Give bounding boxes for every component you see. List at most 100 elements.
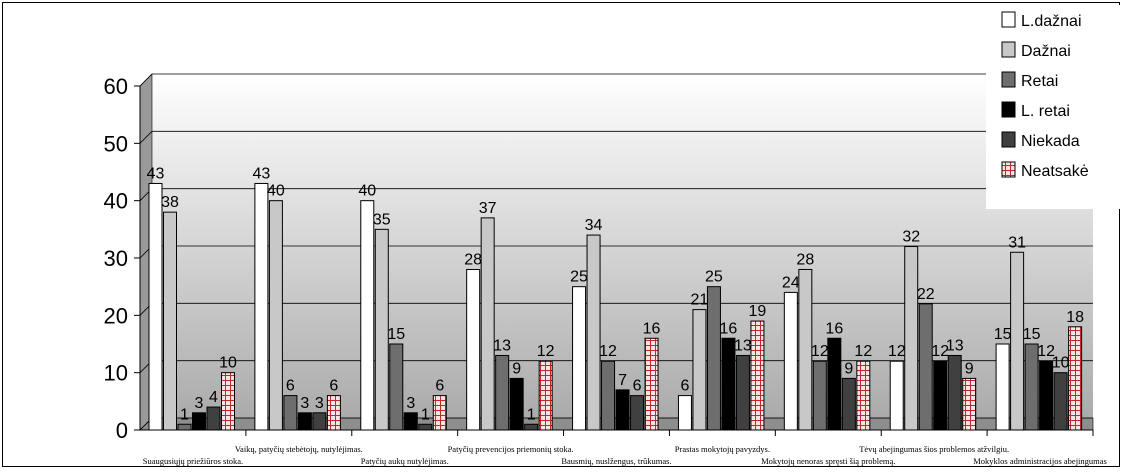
data-label: 10 bbox=[219, 355, 237, 372]
bar bbox=[644, 337, 659, 431]
data-label: 10 bbox=[1052, 355, 1070, 372]
legend-label: Niekada bbox=[1021, 133, 1080, 150]
x-tick-label: Bausmių, nuslžengus, trūkumas. bbox=[561, 456, 671, 466]
bar bbox=[889, 360, 904, 431]
data-label: 12 bbox=[888, 343, 906, 360]
x-tick-label: Suaugusiųjų priežiūros stoka. bbox=[143, 456, 243, 466]
data-label: 15 bbox=[994, 326, 1012, 343]
bar bbox=[995, 343, 1010, 431]
bar bbox=[432, 395, 447, 431]
legend: L.dažnai Dažnai Retai L. retai Niekada Neatsa… bbox=[986, 5, 1122, 209]
legend-label: Neatsakė bbox=[1021, 163, 1089, 180]
bar bbox=[812, 360, 827, 431]
bar bbox=[221, 372, 235, 431]
bar bbox=[1010, 251, 1025, 431]
bar bbox=[360, 200, 375, 431]
bar bbox=[148, 182, 163, 431]
data-label: 9 bbox=[512, 360, 521, 377]
legend-label: Dažnai bbox=[1021, 43, 1071, 60]
data-label: 22 bbox=[917, 286, 935, 303]
bar bbox=[509, 377, 524, 431]
bar bbox=[418, 423, 433, 431]
bar bbox=[735, 354, 750, 431]
data-label: 12 bbox=[537, 343, 555, 360]
bar bbox=[1039, 360, 1054, 431]
data-label: 25 bbox=[705, 269, 723, 286]
data-label: 7 bbox=[618, 372, 627, 389]
data-label: 15 bbox=[1023, 326, 1041, 343]
legend-swatch bbox=[1001, 131, 1016, 148]
bar bbox=[403, 412, 418, 431]
data-label: 1 bbox=[421, 406, 430, 423]
x-tick-label: Mokyklos administracijos abejingumas bbox=[973, 456, 1107, 466]
bar bbox=[495, 354, 510, 431]
legend-label: Retai bbox=[1021, 73, 1058, 90]
bar bbox=[480, 217, 495, 431]
bar bbox=[706, 286, 721, 431]
bar bbox=[918, 303, 933, 431]
data-label: 21 bbox=[691, 292, 709, 309]
gridline bbox=[139, 130, 1093, 144]
bar bbox=[841, 377, 856, 431]
bar bbox=[933, 360, 948, 431]
bar bbox=[524, 423, 539, 431]
legend-swatch bbox=[1001, 41, 1016, 58]
bar bbox=[630, 395, 645, 431]
x-tick-label: Patyčių prevencijos priemonių stoka. bbox=[448, 444, 574, 454]
data-label: 25 bbox=[570, 269, 588, 286]
data-label: 12 bbox=[931, 343, 949, 360]
bar bbox=[374, 228, 389, 431]
bar bbox=[947, 354, 962, 431]
data-label: 38 bbox=[161, 194, 179, 211]
data-label: 35 bbox=[373, 211, 391, 228]
data-label: 28 bbox=[464, 251, 482, 268]
bar bbox=[783, 291, 798, 431]
data-label: 32 bbox=[902, 229, 920, 246]
y-axis: 0 10 20 30 40 50 60 bbox=[104, 74, 141, 443]
x-tick-label: Tėvų abejingumas šios problemos atžvilgi… bbox=[859, 444, 1009, 454]
bar bbox=[466, 268, 481, 431]
data-label: 34 bbox=[585, 217, 603, 234]
y-tick-label: 20 bbox=[104, 303, 128, 328]
data-label: 13 bbox=[493, 337, 511, 354]
data-label: 3 bbox=[195, 395, 204, 412]
bar bbox=[615, 389, 630, 431]
bar bbox=[389, 343, 404, 431]
data-label: 31 bbox=[1008, 234, 1026, 251]
bar bbox=[721, 337, 736, 431]
data-label: 16 bbox=[643, 320, 661, 337]
y-tick-label: 40 bbox=[104, 189, 128, 214]
data-label: 16 bbox=[720, 320, 738, 337]
data-label: 3 bbox=[300, 395, 309, 412]
data-label: 12 bbox=[599, 343, 617, 360]
bar bbox=[827, 337, 842, 431]
data-label: 12 bbox=[811, 343, 829, 360]
y-tick-label: 10 bbox=[104, 361, 128, 386]
data-label: 4 bbox=[209, 389, 218, 406]
data-label: 6 bbox=[633, 378, 642, 395]
bar bbox=[254, 182, 269, 431]
bar bbox=[692, 309, 707, 431]
x-tick-label: Patyčių aukų nutylėjimas. bbox=[361, 456, 449, 466]
bar bbox=[312, 412, 327, 431]
data-label: 16 bbox=[825, 320, 843, 337]
bar bbox=[192, 412, 206, 431]
data-label: 43 bbox=[147, 165, 165, 182]
bar bbox=[572, 286, 587, 431]
bar bbox=[1053, 372, 1068, 431]
data-label: 3 bbox=[406, 395, 415, 412]
data-label: 43 bbox=[252, 165, 270, 182]
data-label: 6 bbox=[286, 378, 295, 395]
y-tick-label: 30 bbox=[104, 246, 128, 271]
bar bbox=[798, 268, 813, 431]
legend-label: L.dažnai bbox=[1021, 13, 1082, 30]
bar bbox=[750, 320, 765, 431]
data-label: 3 bbox=[315, 395, 324, 412]
data-label: 13 bbox=[946, 337, 964, 354]
y-tick-label: 0 bbox=[116, 418, 128, 443]
bar bbox=[904, 246, 919, 431]
bar bbox=[586, 234, 601, 431]
bar bbox=[326, 395, 341, 431]
